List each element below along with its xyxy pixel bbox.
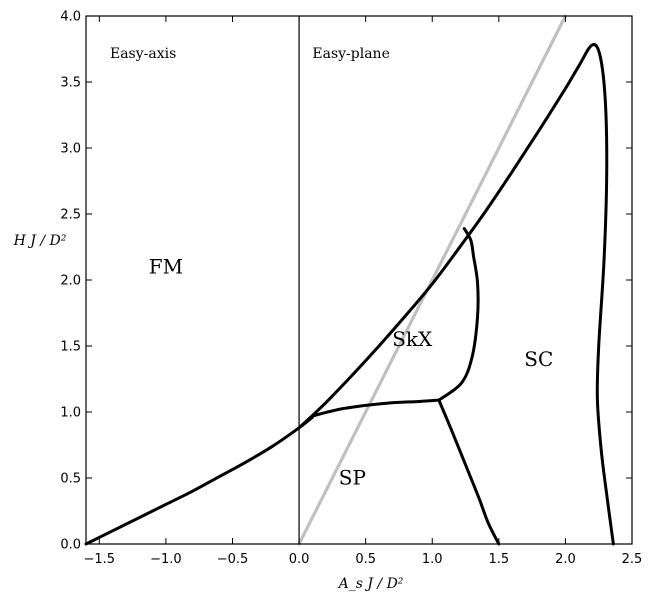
y-tick-label-7: 3.5 [60,76,81,91]
x-tick-label-7: 2.0 [555,552,576,567]
x-tick-label-6: 1.5 [488,552,509,567]
labels-layer: FM SkX SC SP Easy-axis Easy-plane [110,46,553,489]
region-label-skx: SkX [392,327,433,351]
y-tick-label-6: 3.0 [60,142,81,157]
y-tick-label-2: 1.0 [60,406,81,421]
phase-boundary-5 [297,14,568,546]
phase-boundary-2 [310,398,441,418]
y-tick-label-8: 4.0 [60,10,81,25]
x-tick-label-8: 2.5 [622,552,643,567]
y-tick-label-4: 2.0 [60,274,81,289]
x-axis-label: A_s J / D² [337,576,404,592]
y-tick-label-0: 0.0 [60,538,81,553]
y-tick-label-3: 1.5 [60,340,81,355]
phase-boundary-4 [437,398,501,546]
phase-boundary-3 [437,227,480,402]
series-layer [84,14,615,546]
x-tick-label-2: −0.5 [217,552,249,567]
region-label-fm: FM [149,254,183,278]
y-axis-label: H J / D² [13,233,67,249]
y-tick-label-5: 2.5 [60,208,81,223]
y-tick-label-1: 0.5 [60,472,81,487]
x-tick-label-5: 1.0 [422,552,443,567]
x-tick-label-3: 0.0 [289,552,310,567]
annotation-easy-axis: Easy-axis [110,46,176,62]
x-tick-label-0: −1.5 [84,552,116,567]
annotation-easy-plane: Easy-plane [312,46,389,62]
phase-boundary-1 [297,43,615,546]
ticks-layer: −1.5 −1.0 −0.5 0.0 0.5 1.0 1.5 2.0 2.5 0.0 0.5 1.0 1… [60,10,642,568]
region-label-sp: SP [339,466,366,490]
x-tick-label-4: 0.5 [355,552,376,567]
phase-boundary-0 [84,415,314,546]
x-tick-label-1: −1.0 [150,552,182,567]
region-label-sc: SC [524,347,553,371]
